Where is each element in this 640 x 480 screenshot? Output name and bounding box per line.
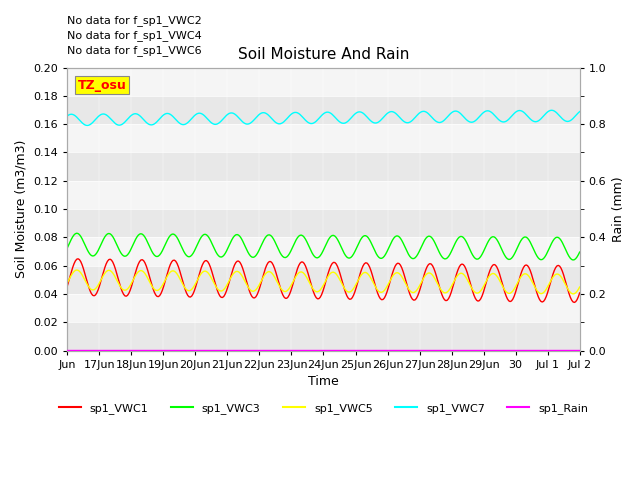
Bar <box>67 266 580 294</box>
Bar <box>67 96 580 124</box>
Bar <box>67 153 580 181</box>
Bar <box>67 181 580 209</box>
Text: TZ_osu: TZ_osu <box>77 79 126 92</box>
Bar <box>67 322 580 350</box>
Text: No data for f_sp1_VWC2: No data for f_sp1_VWC2 <box>67 15 202 26</box>
Bar <box>67 124 580 153</box>
Bar <box>67 294 580 322</box>
Text: No data for f_sp1_VWC4: No data for f_sp1_VWC4 <box>67 30 202 41</box>
Legend: sp1_VWC1, sp1_VWC3, sp1_VWC5, sp1_VWC7, sp1_Rain: sp1_VWC1, sp1_VWC3, sp1_VWC5, sp1_VWC7, … <box>54 398 593 419</box>
Y-axis label: Rain (mm): Rain (mm) <box>612 176 625 242</box>
X-axis label: Time: Time <box>308 375 339 388</box>
Text: No data for f_sp1_VWC6: No data for f_sp1_VWC6 <box>67 46 202 57</box>
Y-axis label: Soil Moisture (m3/m3): Soil Moisture (m3/m3) <box>15 140 28 278</box>
Bar <box>67 209 580 238</box>
Bar <box>67 68 580 96</box>
Bar <box>67 238 580 266</box>
Title: Soil Moisture And Rain: Soil Moisture And Rain <box>238 47 409 62</box>
